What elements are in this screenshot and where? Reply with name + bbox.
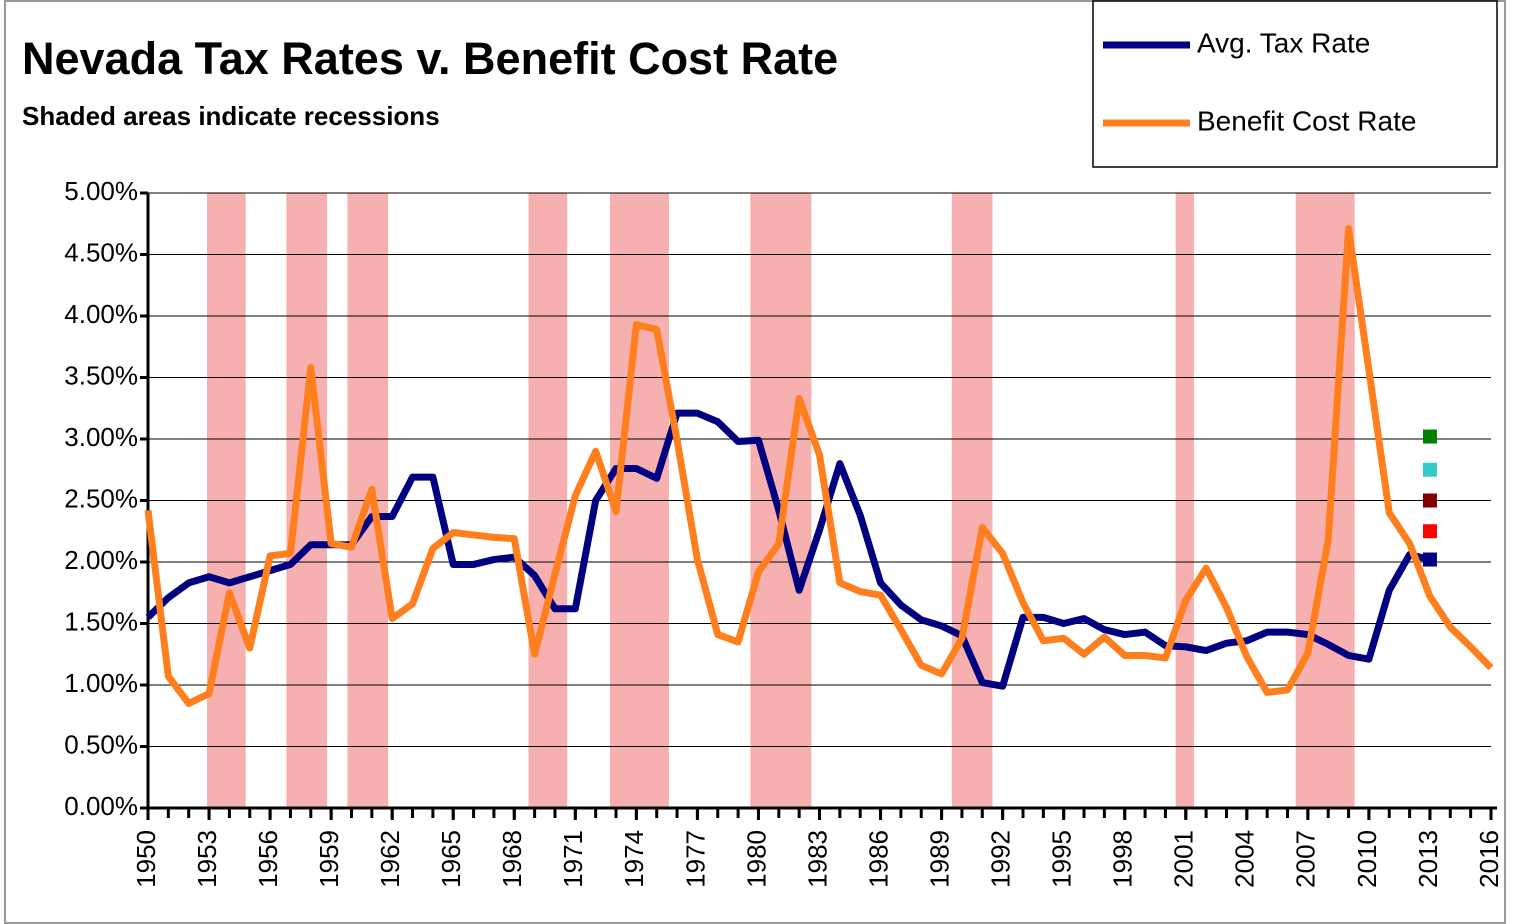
y-tick-label: 3.00%: [64, 422, 138, 452]
x-tick-label: 1950: [131, 830, 161, 888]
series-line: [145, 409, 1431, 690]
x-tick-label: 1956: [253, 830, 283, 888]
y-tick-label: 1.50%: [64, 606, 138, 636]
x-tick-label: 2007: [1291, 830, 1321, 888]
y-tick-label: 3.50%: [64, 360, 138, 390]
y-tick-label: 1.00%: [64, 668, 138, 698]
point-marker: [1422, 524, 1437, 539]
legend-label: Avg. Tax Rate: [1197, 27, 1370, 58]
point-marker: [1422, 429, 1437, 444]
x-tick-label: 2001: [1169, 830, 1199, 888]
y-tick-label: 5.00%: [64, 176, 138, 206]
x-tick-label: 1998: [1108, 830, 1138, 888]
x-tick-label: 2013: [1413, 830, 1443, 888]
legend: [1092, 0, 1498, 168]
x-tick-label: 1962: [375, 830, 405, 888]
x-tick-label: 1965: [436, 830, 466, 888]
x-tick-label: 1986: [863, 830, 893, 888]
x-tick-label: 1995: [1047, 830, 1077, 888]
x-tick-label: 1977: [680, 830, 710, 888]
x-tick-label: 1989: [924, 830, 954, 888]
y-tick-label: 2.50%: [64, 483, 138, 513]
y-tick-label: 4.50%: [64, 237, 138, 267]
point-marker: [1422, 462, 1437, 477]
x-tick-label: 1992: [986, 830, 1016, 888]
x-tick-label: 1971: [558, 830, 588, 888]
y-tick-label: 2.00%: [64, 545, 138, 575]
x-tick-label: 1959: [314, 830, 344, 888]
x-tick-label: 1983: [802, 830, 832, 888]
point-marker: [1422, 552, 1437, 567]
y-tick-label: 0.50%: [64, 729, 138, 759]
y-tick-label: 0.00%: [64, 791, 138, 821]
x-tick-label: 2016: [1474, 830, 1504, 888]
x-tick-label: 1980: [741, 830, 771, 888]
chart-title: Nevada Tax Rates v. Benefit Cost Rate: [22, 33, 838, 84]
point-marker: [1422, 493, 1437, 508]
y-tick-label: 4.00%: [64, 299, 138, 329]
x-tick-label: 1974: [619, 830, 649, 888]
chart-subtitle: Shaded areas indicate recessions: [22, 101, 440, 131]
series-line: [144, 225, 1494, 707]
x-tick-label: 2010: [1352, 830, 1382, 888]
x-tick-label: 1953: [192, 830, 222, 888]
frame: [4, 0, 1506, 924]
x-tick-label: 2004: [1230, 830, 1260, 888]
legend-label: Benefit Cost Rate: [1197, 105, 1416, 136]
x-tick-label: 1968: [497, 830, 527, 888]
